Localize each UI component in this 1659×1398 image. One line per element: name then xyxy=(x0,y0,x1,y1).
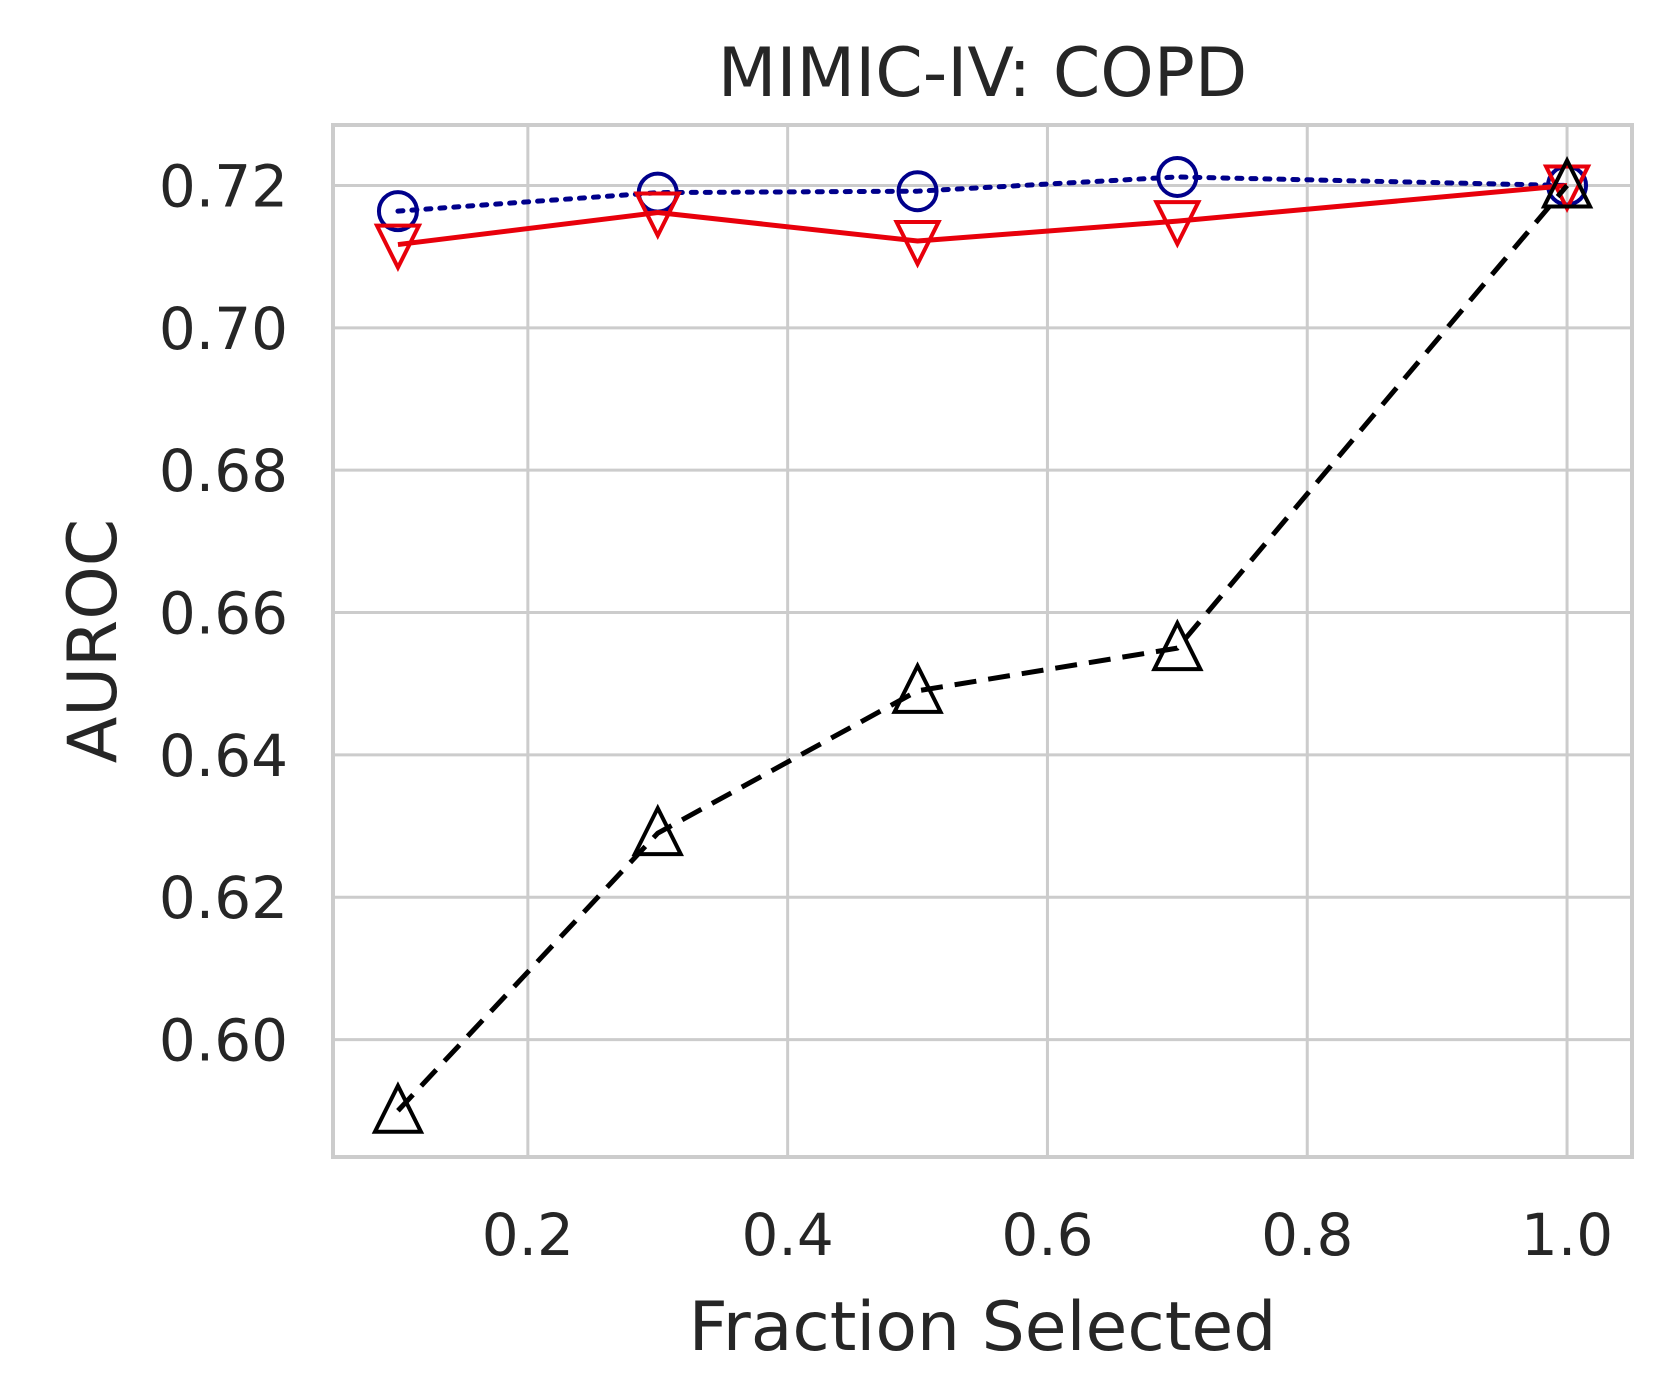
x-tick-label: 0.6 xyxy=(1001,1201,1093,1269)
y-tick-label: 0.60 xyxy=(159,1007,288,1075)
y-axis-label: AUROC xyxy=(54,519,133,764)
data-point-triangle-down xyxy=(893,220,942,269)
plot-area-frame xyxy=(331,123,1634,1159)
data-point-triangle-down xyxy=(1542,164,1592,213)
chart-title: MIMIC-IV: COPD xyxy=(718,34,1247,113)
series-line xyxy=(396,183,1569,1113)
series-line xyxy=(397,183,1568,248)
data-point-triangle-up xyxy=(1151,618,1204,672)
x-tick-label: 1.0 xyxy=(1521,1201,1613,1269)
data-point-circle xyxy=(896,170,939,213)
y-tick-label: 0.66 xyxy=(159,580,288,648)
y-tick-label: 0.62 xyxy=(159,864,288,932)
data-point-triangle-up xyxy=(371,1081,425,1134)
data-point-triangle-down xyxy=(633,191,682,241)
y-tick-label: 0.72 xyxy=(159,152,288,220)
data-point-circle xyxy=(376,190,419,233)
x-tick-label: 0.4 xyxy=(742,1201,834,1269)
series-line xyxy=(395,174,1570,214)
y-tick-label: 0.64 xyxy=(159,722,288,790)
grid xyxy=(333,125,1632,1157)
data-point-triangle-up xyxy=(891,661,944,714)
data-point-triangle-down xyxy=(1153,200,1202,249)
data-point-circle xyxy=(1156,155,1199,198)
data-point-triangle-up xyxy=(1540,156,1594,209)
y-tick-label: 0.68 xyxy=(159,437,288,505)
series-group xyxy=(371,155,1594,1134)
data-point-triangle-up xyxy=(631,803,684,857)
x-axis-label: Fraction Selected xyxy=(689,1288,1277,1367)
series-2 xyxy=(371,156,1594,1134)
series-1 xyxy=(373,164,1592,273)
x-tick-label: 0.2 xyxy=(482,1201,574,1269)
data-point-triangle-down xyxy=(373,223,423,273)
tick-labels: 0.2 0.4 0.6 0.8 1.0 0.60 0.62 0.64 0.66 0.68 0.70 0… xyxy=(159,152,1613,1269)
x-tick-label: 0.8 xyxy=(1261,1201,1353,1269)
y-tick-label: 0.70 xyxy=(159,295,288,363)
